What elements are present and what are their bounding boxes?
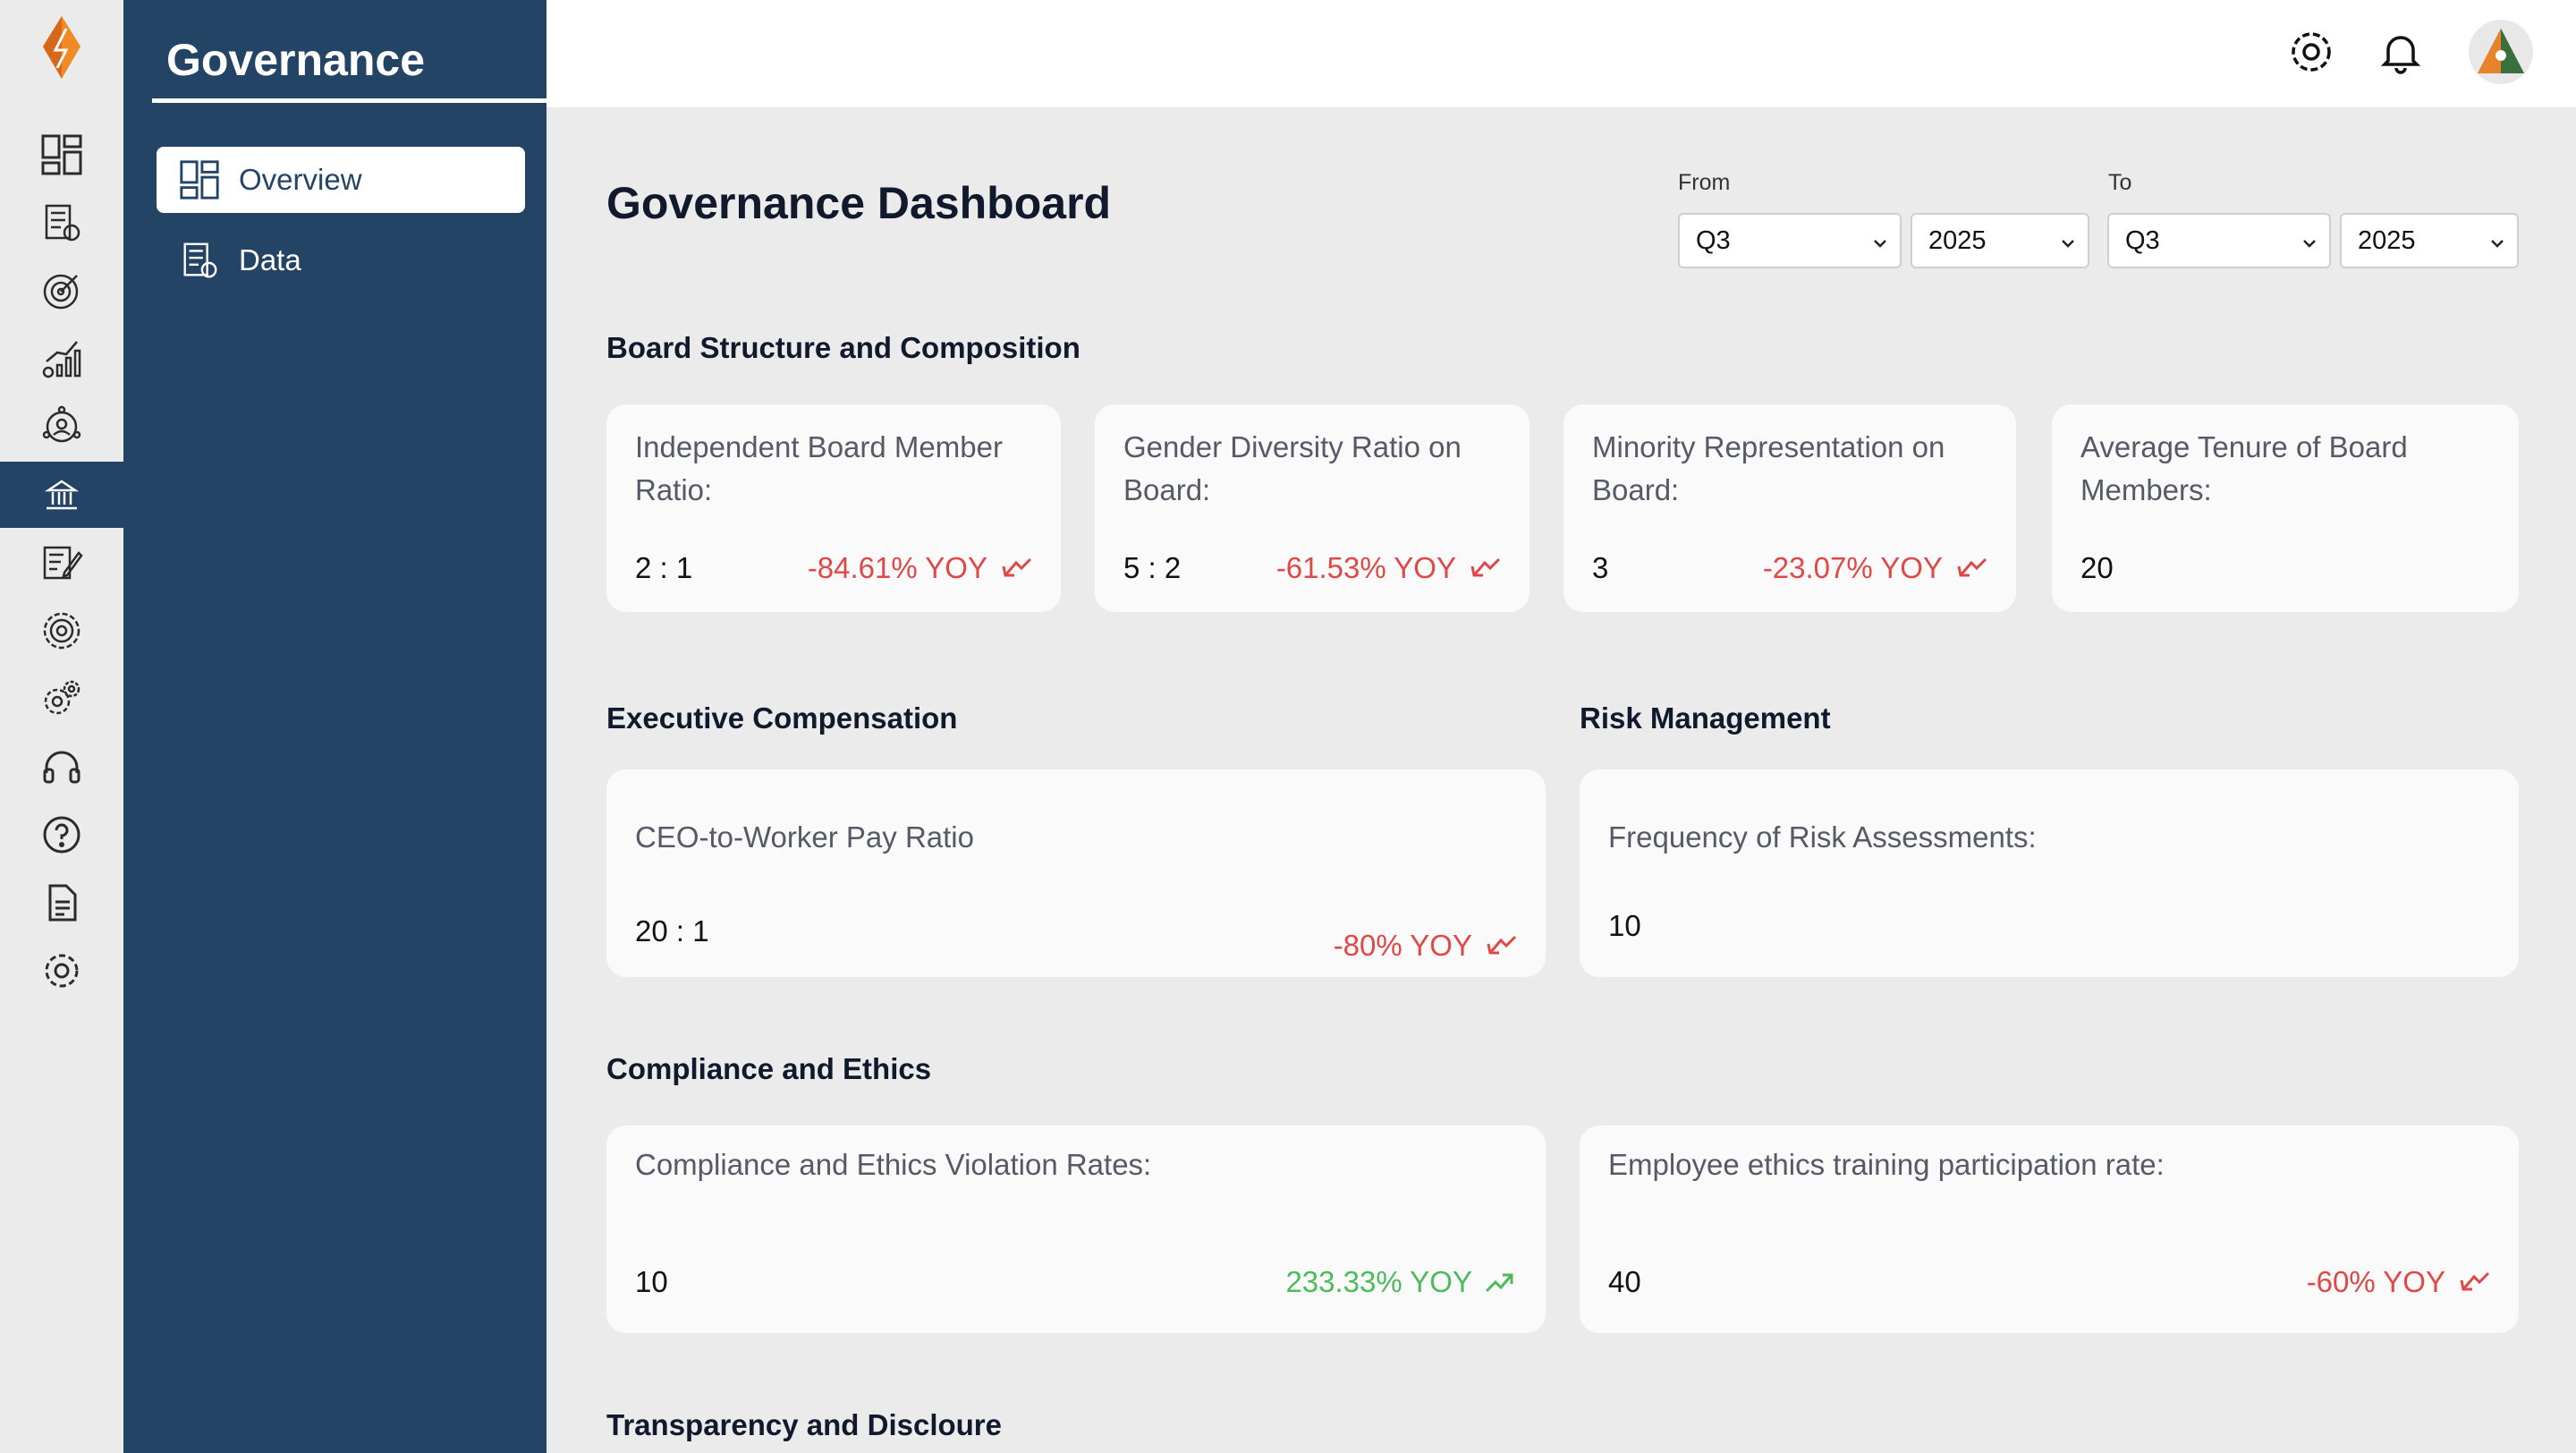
section-title-executive: Executive Compensation	[606, 701, 958, 735]
sidebar-title-underline	[152, 98, 547, 103]
document-report-icon	[183, 242, 217, 278]
metric-value: 10	[1608, 909, 1641, 942]
select-value: Q3	[2125, 225, 2160, 255]
headset-icon[interactable]	[0, 734, 123, 800]
icon-rail	[0, 0, 136, 1453]
metric-card: CEO-to-Worker Pay Ratio 20 : 1 -80% YOY	[606, 769, 1546, 977]
settings-icon[interactable]	[0, 666, 123, 732]
sidebar-item-overview[interactable]: Overview	[157, 147, 525, 213]
governance-icon[interactable]	[0, 462, 123, 528]
help-icon[interactable]	[0, 802, 123, 868]
metric-value: 5 : 2	[1123, 551, 1182, 584]
metric-card: Average Tenure of Board Members: 20	[2052, 404, 2519, 612]
metric-label: Independent Board Member Ratio:	[635, 430, 1003, 506]
chevron-down-icon	[2062, 240, 2074, 248]
from-label: From	[1678, 170, 1731, 195]
select-value: 2025	[1928, 225, 1987, 255]
avatar[interactable]	[2469, 20, 2533, 84]
metric-card: Independent Board Member Ratio: 2 : 1 -84…	[606, 404, 1061, 612]
settings-icon[interactable]	[2286, 27, 2336, 77]
select-value: Q3	[1696, 225, 1731, 255]
metric-card: Compliance and Ethics Violation Rates: 1…	[606, 1126, 1546, 1333]
document-report-icon[interactable]	[0, 190, 123, 256]
metric-label: Compliance and Ethics Violation Rates:	[635, 1148, 1152, 1181]
metric-label: Employee ethics training participation r…	[1608, 1148, 2165, 1181]
network-icon[interactable]	[0, 394, 123, 460]
metric-card: Employee ethics training participation r…	[1580, 1126, 2519, 1333]
trend-down-icon	[1002, 557, 1032, 577]
trend-indicator: -61.53% YOY	[1276, 551, 1501, 585]
chevron-down-icon	[2303, 240, 2316, 248]
bell-icon[interactable]	[2376, 27, 2426, 77]
dashboard-icon[interactable]	[0, 122, 123, 188]
trend-down-icon	[2460, 1271, 2490, 1291]
metric-card: Gender Diversity Ratio on Board: 5 : 2 -6…	[1095, 404, 1530, 612]
edit-document-icon[interactable]	[0, 530, 123, 596]
section-title-compliance: Compliance and Ethics	[606, 1052, 932, 1085]
settings-gear-icon[interactable]	[0, 598, 123, 664]
trend-up-icon	[1485, 1273, 1513, 1293]
to-quarter-select[interactable]: Q3	[2107, 213, 2331, 268]
from-year-select[interactable]: 2025	[1911, 213, 2089, 268]
page-title: Governance Dashboard	[606, 178, 1112, 228]
trend-indicator: -80% YOY	[1334, 929, 1517, 963]
metric-value: 3	[1592, 551, 1609, 584]
target-icon[interactable]	[0, 258, 123, 324]
metric-label: Frequency of Risk Assessments:	[1608, 820, 2037, 854]
metric-card: Frequency of Risk Assessments: 10	[1580, 769, 2519, 977]
dashboard-icon	[180, 160, 219, 200]
metric-label: CEO-to-Worker Pay Ratio	[635, 820, 974, 854]
metric-label: Average Tenure of Board Members:	[2080, 430, 2408, 506]
metric-card: Minority Representation on Board: 3 -23.0…	[1563, 404, 2016, 612]
to-year-select[interactable]: 2025	[2340, 213, 2519, 268]
metric-label: Gender Diversity Ratio on Board:	[1123, 430, 1462, 506]
metric-value: 2 : 1	[635, 551, 693, 584]
trend-indicator: 233.33% YOY	[1285, 1265, 1517, 1299]
sidebar-item-data[interactable]: Data	[157, 227, 525, 293]
trend-down-icon	[1470, 557, 1501, 577]
section-title-risk: Risk Management	[1580, 701, 1831, 735]
section-sidebar: Governance Overview Data	[123, 0, 547, 1453]
trend-indicator: -84.61% YOY	[808, 551, 1032, 585]
section-title-board: Board Structure and Composition	[606, 331, 1080, 364]
sidebar-item-label: Data	[239, 243, 301, 276]
sidebar-item-label: Overview	[239, 163, 362, 196]
chevron-down-icon	[1874, 240, 1886, 248]
metric-label: Minority Representation on Board:	[1592, 430, 1945, 506]
growth-chart-icon[interactable]	[0, 326, 123, 392]
logo-icon[interactable]	[39, 14, 84, 81]
trend-down-icon	[1957, 557, 1987, 577]
metric-value: 20	[2080, 551, 2114, 584]
select-value: 2025	[2358, 225, 2416, 255]
chevron-down-icon	[2491, 240, 2504, 248]
to-label: To	[2108, 170, 2132, 195]
trend-down-icon	[1487, 935, 1517, 955]
metric-value: 10	[635, 1265, 668, 1298]
from-quarter-select[interactable]: Q3	[1678, 213, 1902, 268]
metric-value: 20 : 1	[635, 914, 709, 947]
section-title-transparency: Transparency and Discloure	[606, 1408, 1003, 1441]
top-bar	[547, 0, 2576, 107]
trend-indicator: -60% YOY	[2307, 1265, 2490, 1299]
trend-indicator: -23.07% YOY	[1763, 551, 1987, 585]
metric-value: 40	[1608, 1265, 1641, 1298]
gear-icon[interactable]	[0, 938, 123, 1004]
sidebar-title: Governance	[166, 35, 426, 85]
file-icon[interactable]	[0, 870, 123, 936]
